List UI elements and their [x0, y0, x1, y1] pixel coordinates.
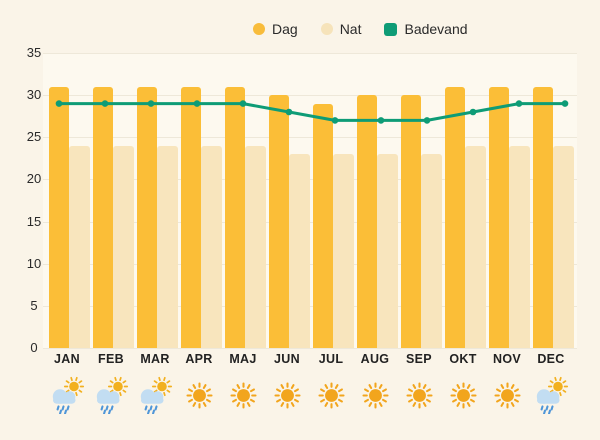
rain-sun-icon	[536, 376, 569, 414]
day-bar	[533, 86, 553, 348]
legend-label-dag: Dag	[272, 21, 298, 37]
day-bar	[137, 86, 157, 348]
weather-icon	[179, 376, 219, 414]
night-bar	[201, 145, 222, 348]
gridline	[43, 53, 577, 54]
day-bar	[401, 95, 421, 348]
y-tick-label: 0	[30, 340, 38, 355]
gridline	[43, 348, 577, 349]
night-bar	[421, 154, 442, 348]
night-bar	[69, 145, 90, 348]
gridline	[43, 179, 577, 181]
legend-item-nat[interactable]: Nat	[320, 21, 362, 37]
sun-icon	[273, 381, 301, 409]
night-bar	[245, 145, 266, 348]
sun-icon	[493, 381, 521, 409]
month-label: JAN	[54, 352, 80, 366]
night-bar	[553, 145, 574, 348]
y-tick-label: 20	[26, 171, 42, 187]
y-tick-label: 15	[26, 213, 42, 229]
night-bar	[113, 145, 134, 348]
gridline	[43, 137, 577, 139]
weather-icon	[311, 376, 351, 414]
y-tick-label: 5	[30, 297, 38, 313]
rain-sun-icon	[140, 376, 173, 414]
gridline	[43, 95, 577, 97]
sun-icon	[361, 381, 389, 409]
sun-icon	[229, 381, 257, 409]
sun-icon	[449, 381, 477, 409]
weather-icon	[47, 376, 87, 414]
legend-label-nat: Nat	[339, 21, 362, 37]
month-label: DEC	[537, 352, 565, 366]
day-bar	[489, 86, 509, 348]
night-bar	[333, 154, 354, 348]
y-tick-label: 10	[26, 255, 42, 271]
day-bar	[269, 95, 289, 348]
weather-icon	[487, 376, 527, 414]
month-label: NOV	[493, 352, 521, 366]
gridline	[43, 263, 577, 265]
day-bar	[93, 86, 113, 348]
nat-swatch-icon	[320, 23, 333, 35]
weather-icon	[135, 376, 175, 414]
night-bar	[289, 154, 310, 348]
weather-icon	[399, 376, 439, 414]
weather-icon	[223, 376, 263, 414]
month-label: SEP	[406, 352, 432, 366]
day-bar	[225, 86, 245, 348]
y-tick-label: 35	[26, 45, 42, 60]
weather-icon	[355, 376, 395, 414]
y-tick-label: 25	[26, 129, 42, 145]
month-label: JUN	[274, 352, 300, 366]
day-bar	[445, 86, 465, 348]
dag-swatch-icon	[253, 23, 265, 35]
legend-item-dag[interactable]: Dag	[253, 21, 298, 37]
sun-icon	[185, 381, 213, 409]
sun-icon	[317, 381, 345, 409]
month-label: AUG	[360, 352, 390, 366]
night-bar	[465, 145, 486, 348]
night-bar	[157, 145, 178, 348]
month-label: FEB	[98, 352, 124, 366]
day-bar	[181, 86, 201, 348]
badevand-swatch-icon	[384, 22, 398, 36]
legend-label-badevand: Badevand	[404, 21, 468, 37]
weather-icon	[443, 376, 483, 414]
weather-icon	[531, 376, 571, 414]
weather-icon	[91, 376, 131, 414]
y-tick-label: 30	[26, 87, 42, 103]
gridline	[43, 305, 577, 307]
month-label: APR	[185, 352, 213, 366]
rain-sun-icon	[96, 376, 129, 414]
day-bar	[49, 86, 69, 348]
day-bar	[313, 103, 333, 348]
gridline	[43, 221, 577, 223]
sun-icon	[405, 381, 433, 409]
night-bar	[509, 145, 530, 348]
month-label: MAR	[140, 352, 170, 366]
rain-sun-icon	[52, 376, 85, 414]
night-bar	[377, 154, 398, 348]
chart-legend: Dag Nat Badevand	[253, 21, 468, 37]
legend-item-badevand[interactable]: Badevand	[384, 21, 468, 37]
month-label: MAJ	[229, 352, 257, 366]
month-label: JUL	[318, 352, 344, 366]
weather-icon	[267, 376, 307, 414]
month-label: OKT	[449, 352, 477, 366]
day-bar	[357, 95, 377, 348]
